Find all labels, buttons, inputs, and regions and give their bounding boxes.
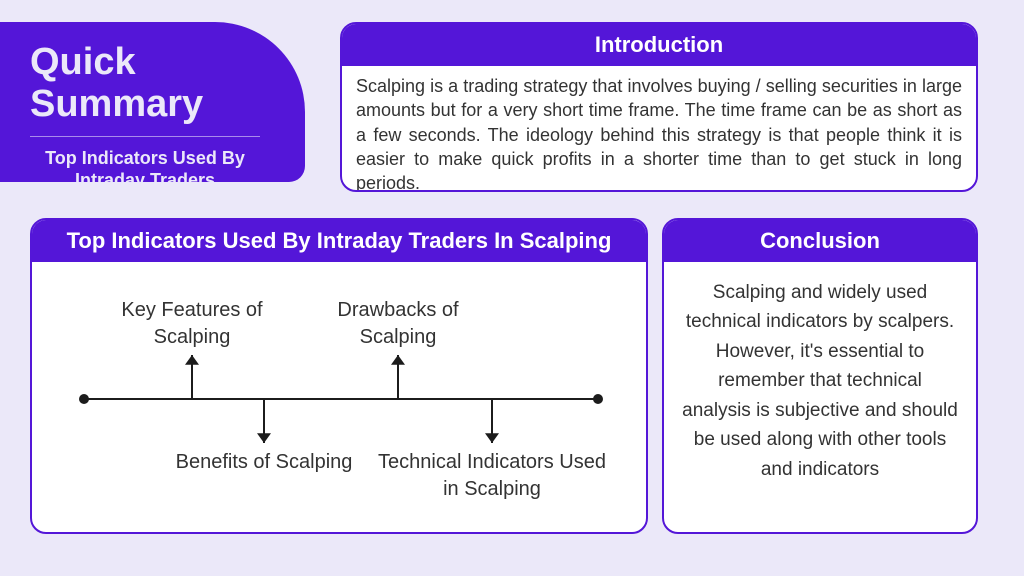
quick-summary-title: Quick Summary: [30, 42, 277, 126]
introduction-header: Introduction: [342, 24, 976, 66]
quick-summary-panel: Quick Summary Top Indicators Used By Int…: [0, 22, 305, 182]
quick-summary-subtitle: Top Indicators Used By Intraday Traders: [30, 147, 260, 192]
timeline-label: Drawbacks of Scalping: [318, 297, 478, 351]
timeline-header: Top Indicators Used By Intraday Traders …: [32, 220, 646, 262]
divider: [30, 136, 260, 137]
timeline-label: Key Features of Scalping: [107, 297, 277, 351]
timeline-card: Top Indicators Used By Intraday Traders …: [30, 218, 648, 534]
introduction-card: Introduction Scalping is a trading strat…: [340, 22, 978, 192]
conclusion-header: Conclusion: [664, 220, 976, 262]
timeline-label: Benefits of Scalping: [164, 449, 364, 476]
timeline-body: Key Features of Scalping Benefits of Scal…: [32, 262, 646, 534]
conclusion-body: Scalping and widely used technical indic…: [664, 262, 976, 500]
timeline-label: Technical Indicators Used in Scalping: [372, 449, 612, 503]
introduction-body: Scalping is a trading strategy that invo…: [342, 66, 976, 192]
conclusion-card: Conclusion Scalping and widely used tech…: [662, 218, 978, 534]
